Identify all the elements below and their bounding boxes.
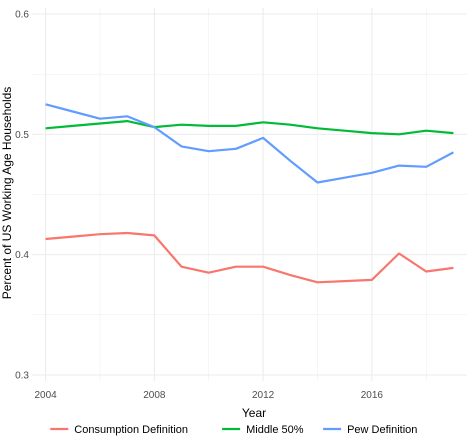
y-tick-label: 0.6 (15, 10, 29, 21)
x-tick-label: 2008 (143, 390, 166, 401)
series-line-consumption-definition (45, 231, 454, 284)
y-tick-label: 0.4 (15, 250, 29, 261)
x-axis-title: Year (242, 406, 266, 420)
x-tick-label: 2016 (361, 390, 384, 401)
x-tick-label: 2004 (34, 390, 57, 401)
grid (32, 8, 467, 381)
y-axis-title: Percent of US Working Age Households (0, 87, 14, 300)
series-line-middle-50 (45, 119, 454, 136)
y-tick-label: 0.5 (15, 130, 29, 141)
y-axis-ticks: 0.3 0.4 0.5 0.6 (15, 10, 29, 382)
legend-label-middle-50: Middle 50% (246, 424, 304, 436)
y-tick-label: 0.3 (15, 370, 29, 381)
legend-label-pew-definition: Pew Definition (347, 424, 417, 436)
legend-label-consumption-definition: Consumption Definition (74, 424, 188, 436)
x-axis-ticks: 2004 2008 2012 2016 (34, 390, 383, 401)
series-lines (45, 103, 454, 284)
x-tick-label: 2012 (252, 390, 275, 401)
legend: Consumption Definition Middle 50% Pew Defi… (50, 424, 417, 436)
series-line-pew-definition (45, 103, 454, 184)
